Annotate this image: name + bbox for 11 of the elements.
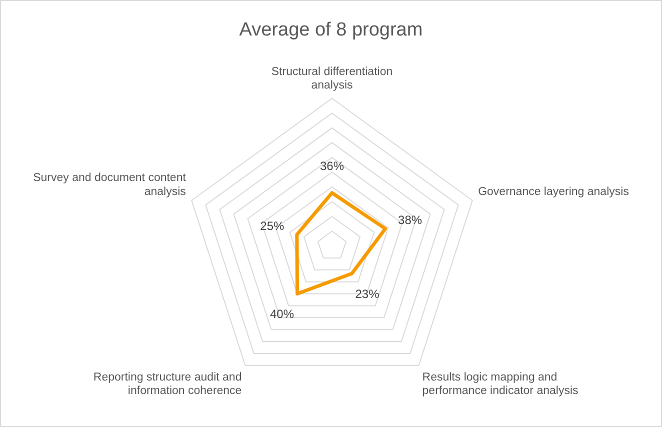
text: 38% (398, 212, 422, 227)
spoke-label: Survey and document content analysis (33, 172, 187, 198)
text: 36% (320, 159, 344, 174)
text: 40% (270, 307, 294, 322)
spoke-label: Governance layering analysis (478, 186, 630, 198)
text: 23% (355, 286, 380, 301)
spoke-label: Results logic mapping and performance indicator analysis (422, 371, 578, 398)
spoke-label: Reporting structure audit and information coherence (93, 371, 242, 398)
chart-title: Average of 8 program (239, 20, 423, 41)
spoke-label: Structural differentiation analysis (271, 66, 393, 92)
text: 25% (260, 218, 284, 233)
